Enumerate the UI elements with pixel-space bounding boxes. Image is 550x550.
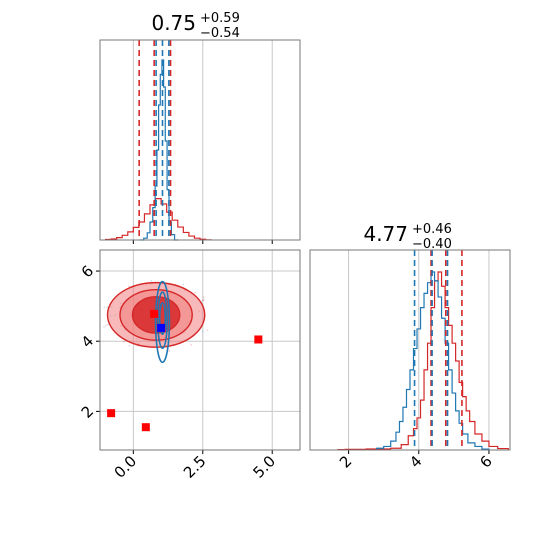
top-left-frame [99,39,301,241]
bottom-left-2d-panel: 0.0 2.5 5.0 2 4 6 [78,249,301,482]
sample-point [122,341,125,343]
bottom-right-title-value: 4.77 [363,222,408,246]
bottom-left-ytick-label: 4 [78,332,97,351]
sample-point [206,329,209,332]
bottom-left-xtick-label: 2.5 [180,452,210,482]
blue-contour-level [156,291,169,350]
top-left-title-minus: −0.54 [200,26,240,41]
truth-marker [150,309,159,318]
sample-point [201,299,204,302]
sample-point [202,296,205,298]
top-left-histogram-panel [99,39,301,244]
truth-marker [141,423,150,432]
bottom-right-frame [309,249,511,451]
bottom-left-ytick-label: 2 [78,402,97,421]
sample-point [202,298,205,301]
truth-marker [254,335,263,344]
truth-marker [157,323,166,332]
sample-point [150,280,153,282]
bottom-left-frame [99,249,301,451]
truth-marker [107,409,116,418]
blue-contour-level [158,301,167,336]
sample-point [128,344,131,347]
bottom-left-xtick-label: 5.0 [249,452,279,482]
bottom-left-xtick-label: 0.0 [111,452,141,482]
sample-point [128,285,130,288]
sample-point [168,350,171,352]
red-histogram-series [104,198,212,241]
sample-point [182,283,185,286]
bottom-right-xtick-label: 6 [476,452,495,471]
red-histogram-series [337,271,509,451]
bottom-right-xtick-label: 4 [406,452,425,471]
bottom-right-xtick-label: 2 [336,452,355,471]
sample-point [103,326,105,328]
bottom-right-histogram-panel: 2 4 6 [309,249,511,472]
sample-point [202,331,204,333]
bottom-left-ytick-label: 6 [78,262,97,281]
sample-point [194,291,196,294]
blue-contour-level [154,280,171,364]
bottom-right-title-plus: +0.46 [412,222,452,237]
blue-histogram-series [139,59,179,241]
sample-point [106,306,108,309]
sample-point [105,324,107,327]
bottom-right-title-minus: −0.40 [412,237,452,252]
sample-point [202,299,204,302]
top-left-title-plus: +0.59 [200,11,240,26]
top-left-title-value: 0.75 [151,11,196,35]
sample-point [190,344,193,346]
sample-point [107,323,109,326]
sample-point [103,306,106,309]
